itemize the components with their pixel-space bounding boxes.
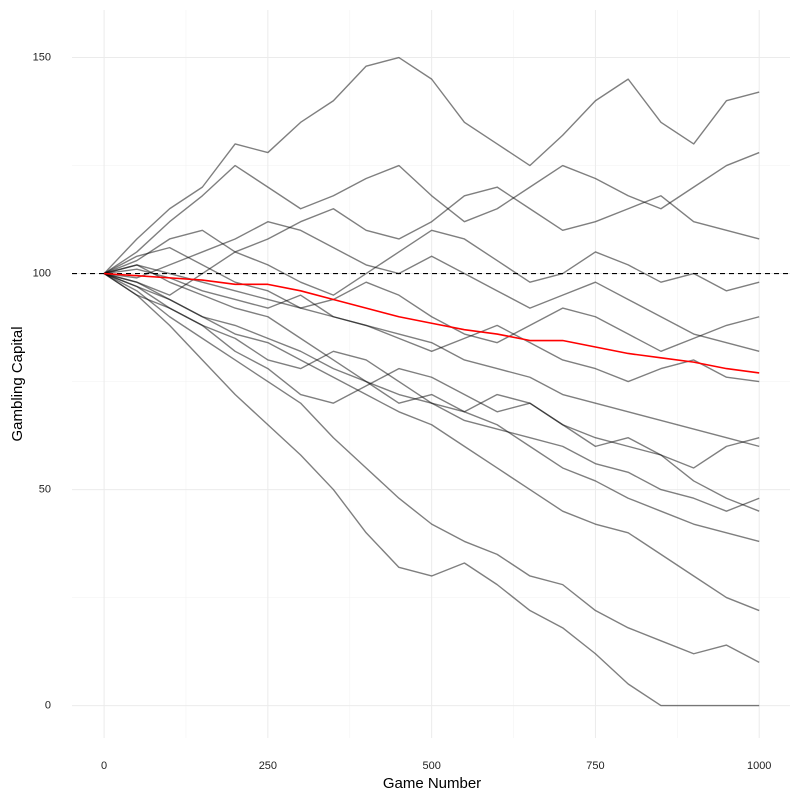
y-axis-title: Gambling Capital — [9, 326, 26, 441]
series-line — [104, 268, 760, 383]
series-line — [103, 272, 760, 664]
series-line — [103, 229, 760, 296]
x-tick-label: 1000 — [747, 760, 771, 772]
series-line — [103, 246, 760, 353]
y-tick-label: 0 — [45, 700, 51, 712]
y-tick-label: 150 — [33, 51, 51, 63]
x-tick-label: 500 — [422, 760, 440, 772]
y-tick-label: 50 — [39, 483, 51, 495]
x-tick-label: 0 — [101, 760, 107, 772]
series-line — [104, 272, 760, 374]
series-line — [103, 272, 760, 612]
series-line — [103, 264, 760, 448]
series-line — [103, 151, 760, 275]
series-line — [103, 272, 760, 512]
series-line — [103, 264, 760, 543]
series-line — [103, 272, 760, 512]
series-line — [104, 221, 760, 352]
series-line — [103, 186, 760, 275]
x-tick-label: 750 — [586, 760, 604, 772]
y-tick-label: 100 — [33, 267, 51, 279]
x-axis-title: Game Number — [383, 775, 481, 792]
series-line — [103, 56, 760, 275]
x-tick-label: 250 — [259, 760, 277, 772]
series-line — [103, 272, 760, 707]
